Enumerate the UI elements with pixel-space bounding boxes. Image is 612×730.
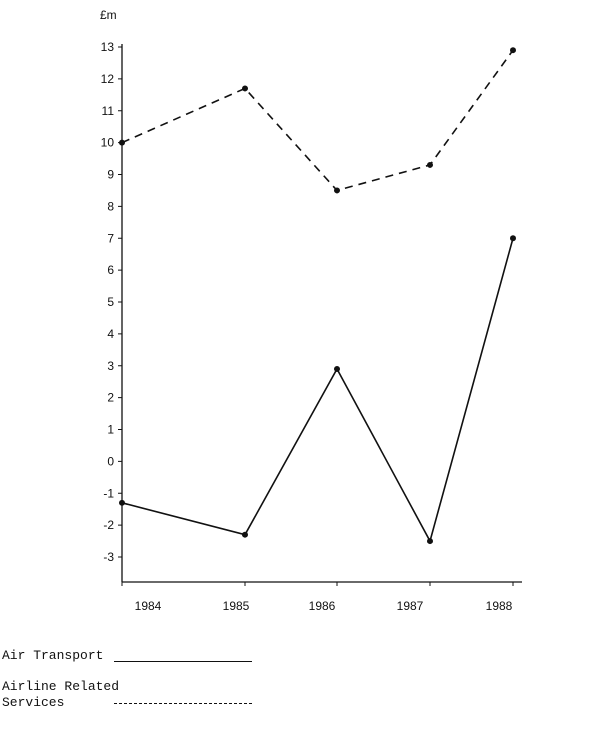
data-point <box>334 187 340 194</box>
data-points <box>119 47 516 545</box>
x-tick-label: 1985 <box>223 599 250 613</box>
data-point <box>427 161 433 168</box>
chart-axes <box>118 44 522 586</box>
y-tick-label: 5 <box>107 295 114 309</box>
y-tick-label: 10 <box>101 136 115 150</box>
data-point <box>242 531 248 538</box>
series-line-airline-related <box>121 49 514 192</box>
x-tick-label: 1987 <box>397 599 424 613</box>
y-tick-label: 8 <box>107 199 114 213</box>
y-tick-label: -2 <box>103 518 114 532</box>
legend-swatch-dashed <box>114 703 252 704</box>
series-line-air-transport <box>121 238 514 544</box>
y-tick-label: 1 <box>107 423 114 437</box>
data-point <box>119 499 125 506</box>
legend-swatch-solid <box>114 661 252 662</box>
x-tick-label: 1986 <box>309 599 336 613</box>
y-tick-label: -3 <box>103 550 114 564</box>
y-tick-label: 11 <box>102 104 115 118</box>
data-point <box>242 85 248 92</box>
legend-label-airline-related-1: Airline Related <box>2 679 120 694</box>
y-tick-label: 12 <box>101 72 115 86</box>
y-tick-label: 13 <box>101 40 115 54</box>
x-tick-labels: 1984 1985 1986 1987 1988 <box>135 599 513 613</box>
x-tick-label: 1988 <box>486 599 513 613</box>
x-tick-label: 1984 <box>135 599 162 613</box>
y-tick-label: -1 <box>103 486 114 500</box>
y-tick-label: 3 <box>107 359 114 373</box>
legend-airline-related: Airline Related Services <box>2 679 119 711</box>
data-point <box>119 139 125 146</box>
series-lines <box>121 49 514 544</box>
y-tick-label: 9 <box>107 168 114 182</box>
y-tick-label: 4 <box>107 327 114 341</box>
y-axis-label: £m <box>100 8 117 22</box>
legend: Air Transport Airline Related Services <box>2 648 302 718</box>
legend-label-airline-related-2: Services <box>2 695 65 710</box>
y-tick-label: 6 <box>107 263 114 277</box>
data-point <box>510 47 516 54</box>
y-tick-label: 0 <box>107 454 114 468</box>
y-tick-label: 7 <box>107 231 114 245</box>
data-point <box>334 365 340 372</box>
legend-air-transport: Air Transport <box>2 648 103 664</box>
data-point <box>427 538 433 545</box>
y-tick-label: 2 <box>107 391 114 405</box>
data-point <box>510 235 516 242</box>
legend-label-air-transport: Air Transport <box>2 648 104 663</box>
